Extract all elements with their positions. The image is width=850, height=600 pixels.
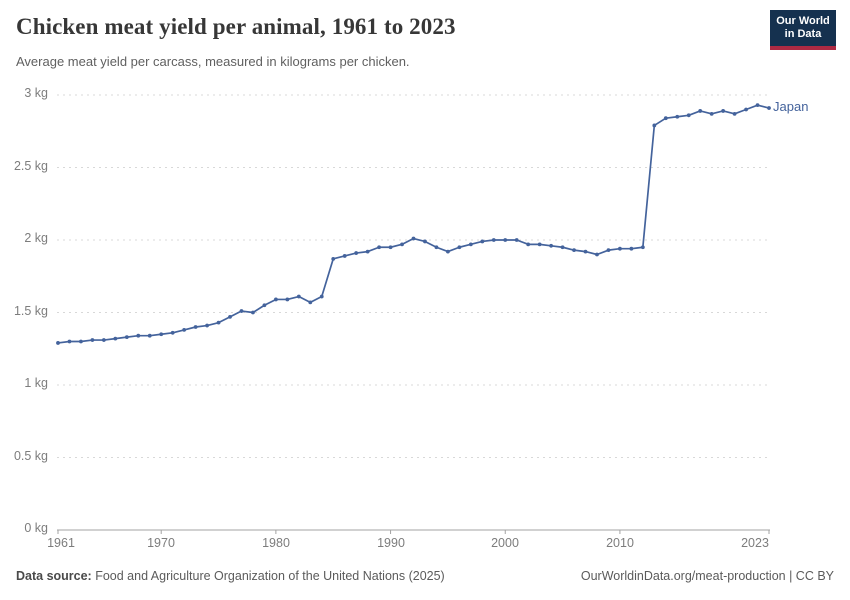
chart-subtitle: Average meat yield per carcass, measured…: [16, 54, 410, 69]
y-tick-label: 1.5 kg: [13, 304, 48, 318]
gridlines-layer: [57, 94, 770, 534]
chart-title: Chicken meat yield per animal, 1961 to 2…: [16, 14, 456, 39]
y-tick-label: 2 kg: [24, 231, 48, 245]
y-tick-label: 2.5 kg: [13, 159, 48, 173]
y-tick-label: 3 kg: [24, 86, 48, 100]
y-tick-label: 0 kg: [24, 521, 48, 535]
x-tick-label: 2023: [741, 536, 769, 550]
data-source-line: Data source: Food and Agriculture Organi…: [16, 569, 445, 583]
x-tick-label: 2000: [491, 536, 519, 550]
owid-logo-line2: in Data: [784, 28, 822, 40]
x-tick-label: 1990: [377, 536, 405, 550]
y-tick-label: 0.5 kg: [13, 449, 48, 463]
data-source-label: Data source:: [16, 569, 92, 583]
owid-logo-line1: Our World: [776, 15, 830, 27]
x-tick-label: 1970: [147, 536, 175, 550]
credit-line: OurWorldinData.org/meat-production | CC …: [580, 569, 834, 583]
data-source-text: Food and Agriculture Organization of the…: [91, 569, 445, 583]
x-tick-label: 1961: [47, 536, 75, 550]
x-tick-label: 1980: [262, 536, 290, 550]
x-tick-label: 2010: [606, 536, 634, 550]
owid-logo: Our World in Data: [770, 10, 836, 50]
series-label-japan: Japan: [773, 99, 809, 114]
y-tick-label: 1 kg: [24, 376, 48, 390]
line-series-japan: [56, 103, 771, 345]
